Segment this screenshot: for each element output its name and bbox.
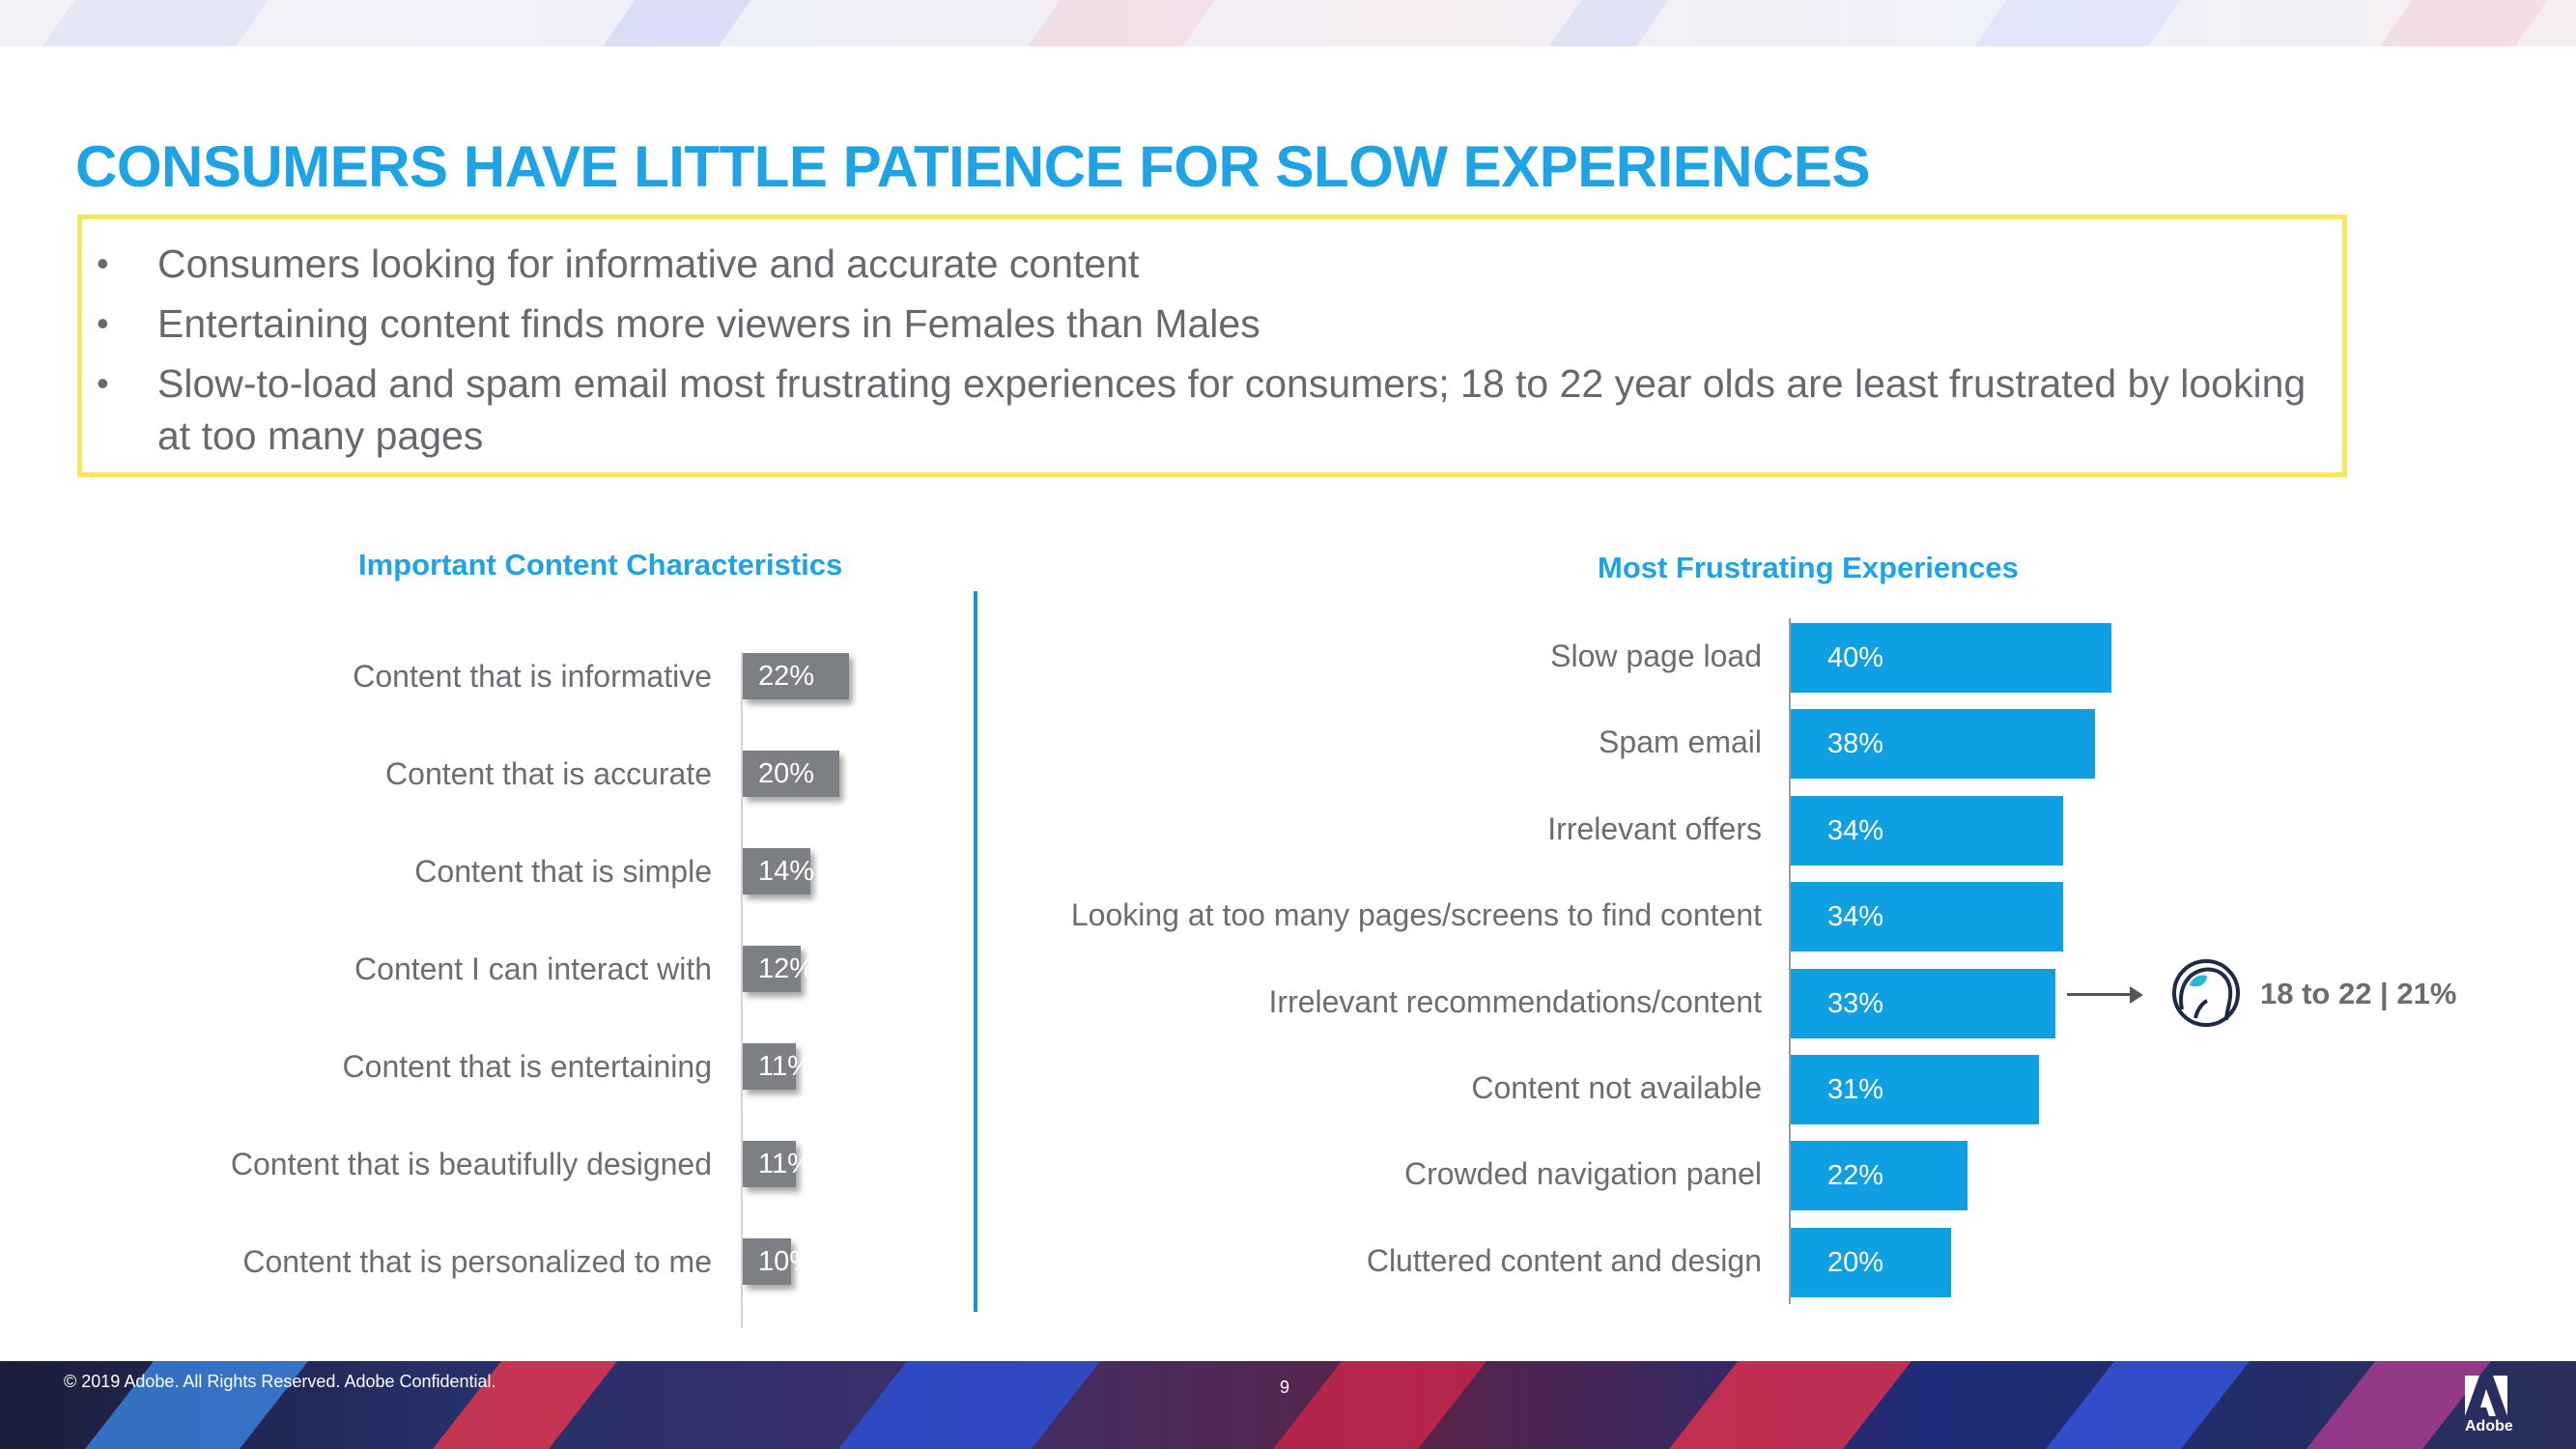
decorative-shape [824,1361,1108,1449]
left-category-label: Content that is accurate [385,756,712,791]
slide-title: CONSUMERS HAVE LITTLE PATIENCE FOR SLOW … [75,134,1870,199]
persona-head-icon [2172,959,2240,1027]
callout-arrow-head [2130,986,2143,1004]
right-bar-value-label: 22% [1827,1160,1884,1192]
bullet-dot: • [97,243,109,283]
left-category-label: Content that is beautifully designed [230,1147,712,1181]
left-bar-value-label: 10% [758,1246,815,1277]
right-bar: 34% [1791,795,2064,866]
right-bar: 38% [1791,709,2096,780]
right-category-label: Spam email [1599,724,1762,760]
right-bar: 34% [1791,882,2064,952]
right-bar-value-label: 34% [1827,814,1884,846]
right-category-label: Looking at too many pages/screens to fin… [1070,897,1762,933]
callout-text: 18 to 22 | 21% [2260,977,2457,1010]
left-category-label: Content I can interact with [354,952,712,986]
right-category-label: Cluttered content and design [1366,1242,1762,1278]
decorative-shape [1012,0,1229,46]
left-category-label: Content that is informative [353,659,712,694]
decorative-shape [1534,0,1683,46]
bullet-dot: • [97,363,109,403]
right-bar-value-label: 38% [1827,728,1884,760]
left-category-label: Content that is personalized to me [242,1244,712,1279]
left-bar: 20% [743,751,839,797]
right-category-label: Irrelevant recommendations/content [1268,983,1762,1019]
right-category-label: Content not available [1471,1070,1762,1105]
left-bar-value-label: 12% [758,953,815,984]
decorative-shape [2364,0,2562,46]
decorative-header-band [0,0,2576,46]
left-bar: 22% [743,653,849,699]
left-category-label: Content that is entertaining [342,1049,712,1084]
summary-box [77,214,2347,477]
decorative-shape [27,0,282,46]
chart-divider [974,591,977,1312]
left-bar: 14% [743,848,814,895]
right-category-label: Irrelevant offers [1547,810,1762,846]
right-bar-value-label: 33% [1827,987,1884,1019]
bullet-text: Entertaining content finds more viewers … [157,301,1260,346]
bullet-dot: • [97,303,109,343]
right-bar: 40% [1791,623,2111,693]
bullet-text: Consumers looking for informative and ac… [157,242,1140,286]
decorative-shape [587,0,765,46]
right-chart-title: Most Frustrating Experiences [1598,551,2019,584]
adobe-logo-text: Adobe [2465,1418,2513,1435]
left-bar: 10% [743,1238,814,1285]
left-bar-value-label: 14% [758,856,815,887]
adobe-logo: Adobe [2465,1376,2513,1437]
left-bar: 11% [743,1043,812,1090]
page-number: 9 [1280,1378,1290,1397]
left-chart-axis [741,652,743,1328]
right-bar: 22% [1791,1141,1967,1211]
right-category-label: Crowded navigation panel [1403,1156,1762,1192]
right-chart-axis [1789,618,1791,1304]
left-bar-value-label: 11% [758,1051,812,1082]
decorative-shape [1259,1361,1494,1449]
right-bar: 33% [1791,968,2055,1038]
left-bar-value-label: 11% [758,1149,812,1179]
decorative-shape [2031,1361,2257,1449]
copyright-footer: © 2019 Adobe. All Rights Reserved. Adobe… [64,1372,496,1391]
left-category-label: Content that is simple [414,854,712,889]
right-bar-value-label: 20% [1827,1246,1884,1278]
decorative-footer-band [0,1361,2576,1449]
right-bar-value-label: 31% [1827,1074,1884,1105]
right-bar: 31% [1791,1055,2040,1124]
right-bar-value-label: 40% [1827,642,1884,673]
bullet-text: Slow-to-load and spam email most frustra… [157,361,2307,458]
adobe-logo-icon [2465,1376,2507,1416]
decorative-shape [1655,1361,1919,1449]
decorative-shape [1959,0,2194,46]
right-bar: 20% [1791,1227,1951,1297]
left-bar: 12% [743,946,814,992]
left-chart-title: Important Content Characteristics [358,548,843,582]
left-bar-value-label: 20% [758,758,815,789]
right-category-label: Slow page load [1550,639,1762,673]
callout-arrow [2067,993,2135,996]
left-bar: 11% [743,1141,812,1187]
left-bar-value-label: 22% [758,661,815,692]
right-bar-value-label: 34% [1827,901,1884,933]
